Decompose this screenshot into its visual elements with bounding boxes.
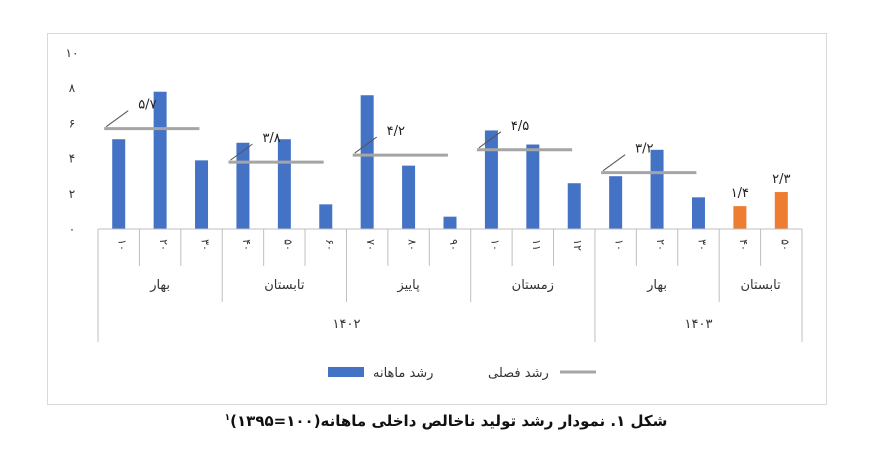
bar xyxy=(319,204,333,229)
legend-swatch-monthly xyxy=(328,367,364,377)
legend-label-monthly: رشد ماهانه xyxy=(373,366,433,381)
season-label: بهار xyxy=(149,278,170,293)
bar xyxy=(691,197,705,229)
season-label: پاییز xyxy=(396,278,420,293)
bar xyxy=(360,95,374,229)
x-tick-label: ۵۰ xyxy=(778,239,791,251)
y-tick-label: ۴ xyxy=(69,152,75,166)
bar xyxy=(567,183,581,229)
bar xyxy=(277,139,291,229)
figure-caption: شکل ۱. نمودار رشد تولید ناخالص داخلی ماه… xyxy=(0,412,892,430)
x-tick-label: ۸۰ xyxy=(406,239,419,251)
season-label: بهار xyxy=(646,278,667,293)
bar-data-label: ۲/۳ xyxy=(772,172,790,187)
x-tick-label: ۴۰ xyxy=(240,239,253,251)
seasonal-data-label: ۵/۷ xyxy=(138,98,156,113)
x-tick-label: ۱۰ xyxy=(116,239,129,251)
season-label: زمستان xyxy=(512,278,554,293)
x-tick-label: ۱۱ xyxy=(530,239,543,251)
bar-data-label: ۱/۴ xyxy=(731,186,749,201)
seasonal-data-label: ۳/۸ xyxy=(262,131,280,146)
bar xyxy=(526,144,540,229)
x-tick-label: ۶۰ xyxy=(323,239,336,251)
bar xyxy=(609,176,623,229)
x-tick-label: ۹۰ xyxy=(447,239,460,251)
seasonal-label-leader xyxy=(354,136,377,154)
bar xyxy=(153,91,167,229)
y-tick-label: ۶ xyxy=(69,116,75,130)
x-tick-label: ۲۰ xyxy=(157,239,170,251)
figure-caption-text: شکل ۱. نمودار رشد تولید ناخالص داخلی ماه… xyxy=(230,412,668,430)
footnote-marker: ۱ xyxy=(224,413,231,423)
bar xyxy=(484,130,498,229)
x-tick-label: ۳۰ xyxy=(695,239,708,251)
y-tick-label: ۸ xyxy=(69,81,76,95)
chart-frame: ۰ ۲ ۴ ۶ ۸ ۱۰ ۱/۴ ۲/۳ ۵/۷ ۳/۸ ۴/۲ ۴/۵ ۳/۲ ۱۰ ۲۰ ۳۰ ۴۰ ۵۰ ۶۰… xyxy=(47,33,827,405)
x-tick-label: ۱۲ xyxy=(571,239,584,251)
x-tick-label: ۱۰ xyxy=(613,239,626,251)
bar xyxy=(112,139,126,229)
y-tick-label: ۰ xyxy=(69,222,75,236)
x-tick-label: ۳۰ xyxy=(199,239,212,251)
season-label: تابستان xyxy=(264,278,305,293)
x-tick-label: ۱۰ xyxy=(488,239,501,251)
bar xyxy=(774,192,788,229)
bar xyxy=(402,165,416,229)
seasonal-data-label: ۳/۲ xyxy=(635,142,653,157)
bar xyxy=(733,206,747,229)
bar xyxy=(236,142,250,229)
bar xyxy=(650,149,664,229)
bar xyxy=(443,216,457,229)
seasonal-label-leader xyxy=(602,154,626,172)
x-tick-label: ۴۰ xyxy=(737,239,750,251)
seasonal-label-leader xyxy=(230,143,253,161)
x-tick-label: ۲۰ xyxy=(654,239,667,251)
chart-svg: ۰ ۲ ۴ ۶ ۸ ۱۰ ۱/۴ ۲/۳ ۵/۷ ۳/۸ ۴/۲ ۴/۵ ۳/۲ ۱۰ ۲۰ ۳۰ ۴۰ ۵۰ ۶۰… xyxy=(66,46,803,381)
legend-label-seasonal: رشد فصلی xyxy=(488,366,549,381)
y-tick-label: ۱۰ xyxy=(66,46,79,60)
bar xyxy=(195,160,209,229)
year-label: ۱۴۰۳ xyxy=(685,317,713,332)
seasonal-label-leader xyxy=(478,131,502,149)
seasonal-label-leader xyxy=(105,110,129,128)
season-label: تابستان xyxy=(740,278,781,293)
y-tick-label: ۲ xyxy=(69,187,75,201)
year-label: ۱۴۰۲ xyxy=(333,317,361,332)
x-tick-label: ۷۰ xyxy=(364,239,377,251)
seasonal-data-label: ۴/۵ xyxy=(511,119,529,134)
seasonal-data-label: ۴/۲ xyxy=(387,124,405,139)
x-tick-label: ۵۰ xyxy=(281,239,294,251)
